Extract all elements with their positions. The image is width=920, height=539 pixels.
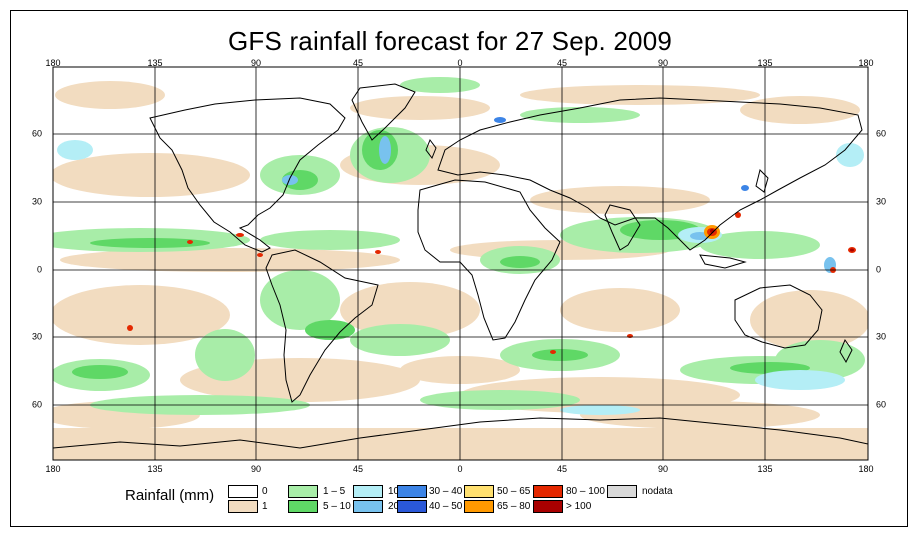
legend-swatch [353, 500, 383, 513]
legend-label: 30 – 40 [429, 486, 463, 497]
lon-label-top: 90 [657, 58, 669, 68]
legend-label: 5 – 10 [323, 501, 351, 512]
legend-label: 80 – 100 [566, 486, 605, 497]
lat-label-right: 0 [876, 264, 882, 275]
lon-label-bottom: 135 [147, 464, 163, 474]
lon-label-bottom: 45 [352, 464, 364, 474]
lon-label-top: 135 [147, 58, 163, 68]
legend-label: 0 [262, 486, 268, 497]
lon-label-bottom: 45 [556, 464, 568, 474]
lat-label-left: 0 [37, 264, 43, 275]
legend-swatch [464, 500, 494, 513]
lat-label-left: 60 [32, 399, 43, 410]
legend-swatch [397, 485, 427, 498]
legend-swatch [228, 485, 258, 498]
lon-label-bottom: 90 [250, 464, 262, 474]
lon-label-bottom: 135 [757, 464, 773, 474]
legend-label: 1 – 5 [323, 486, 346, 497]
legend-swatch [607, 485, 637, 498]
lat-label-right: 60 [876, 128, 887, 139]
map-title: GFS rainfall forecast for 27 Sep. 2009 [227, 26, 673, 56]
legend-label: 40 – 50 [429, 501, 463, 512]
map-border [52, 66, 869, 461]
lon-label-top: 45 [352, 58, 364, 68]
lon-label-bottom: 180 [858, 464, 874, 474]
lon-label-top: 180 [45, 58, 61, 68]
legend-swatch [533, 485, 563, 498]
lon-label-top: 135 [757, 58, 773, 68]
lon-label-bottom: 180 [45, 464, 61, 474]
coastlines [53, 83, 868, 449]
lon-label-bottom: 90 [657, 464, 669, 474]
lat-label-left: 30 [32, 331, 43, 342]
lat-label-right: 30 [876, 331, 887, 342]
lat-label-right: 60 [876, 399, 887, 410]
graticule [53, 67, 868, 460]
legend-swatch [228, 500, 258, 513]
lon-label-top: 45 [556, 58, 568, 68]
legend-label: 65 – 80 [497, 501, 531, 512]
legend-label: 1 [262, 501, 268, 512]
legend-swatch [288, 485, 318, 498]
legend-swatch [533, 500, 563, 513]
legend-swatch [288, 500, 318, 513]
lon-label-top: 90 [250, 58, 262, 68]
legend-title: Rainfall (mm) [125, 487, 215, 504]
lon-label-top: 180 [858, 58, 874, 68]
legend-swatch [464, 485, 494, 498]
legend-label: 50 – 65 [497, 486, 531, 497]
lat-label-right: 30 [876, 196, 887, 207]
legend-swatch [397, 500, 427, 513]
legend-label: > 100 [566, 501, 592, 512]
legend-label: nodata [642, 486, 673, 497]
lon-label-top: 0 [457, 58, 463, 68]
figure-frame [10, 10, 908, 527]
lat-label-left: 60 [32, 128, 43, 139]
lat-label-left: 30 [32, 196, 43, 207]
legend-swatch [353, 485, 383, 498]
lon-label-bottom: 0 [457, 464, 463, 474]
